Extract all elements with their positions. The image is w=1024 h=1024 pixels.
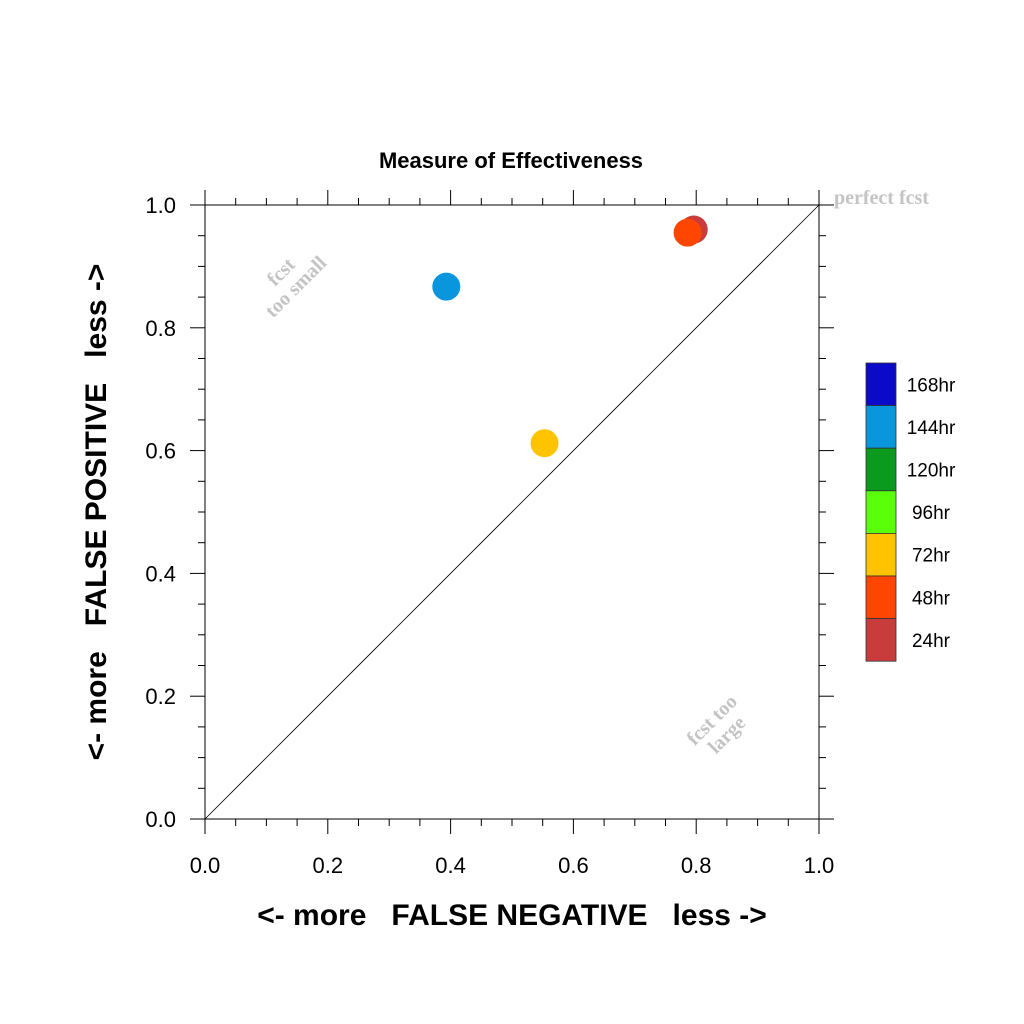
y-tick-label: 1.0: [145, 193, 176, 218]
legend-label-48hr: 48hr: [912, 588, 951, 609]
legend-label-24hr: 24hr: [912, 631, 951, 652]
y-tick-label: 0.6: [145, 439, 176, 464]
legend-swatch-120hr: [865, 447, 897, 492]
legend-label-72hr: 72hr: [912, 546, 951, 567]
y-tick-label: 0.8: [145, 316, 176, 341]
x-tick-label: 0.4: [435, 853, 466, 878]
annotation-small-line2: too small: [261, 252, 331, 322]
legend-swatch-48hr: [865, 575, 897, 619]
annotation-fcst-too-large: fcst too large: [683, 691, 751, 759]
x-tick-label: 0.2: [313, 853, 344, 878]
legend-swatch-24hr: [865, 618, 897, 662]
legend-label-144hr: 144hr: [907, 418, 956, 439]
legend-swatch-168hr: [865, 362, 897, 406]
legend-swatch-72hr: [865, 533, 897, 577]
legend-label-96hr: 96hr: [912, 503, 951, 524]
y-tick-label: 0.2: [145, 684, 176, 709]
x-axis-title: <- more FALSE NEGATIVE less ->: [257, 899, 767, 932]
data-points: [432, 215, 708, 458]
y-tick-labels: 0.0 0.2 0.4 0.6 0.8 1.0: [145, 193, 176, 832]
x-tick-label: 0.0: [190, 853, 221, 878]
y-tick-label: 0.4: [145, 561, 176, 586]
annotation-perfect-fcst: perfect fcst: [834, 187, 929, 209]
x-tick-label: 0.6: [558, 853, 589, 878]
legend: 168hr 144hr 120hr 96hr 72hr 48hr 24hr: [865, 362, 956, 662]
chart-title: Measure of Effectiveness: [379, 148, 643, 173]
x-tick-labels: 0.0 0.2 0.4 0.6 0.8 1.0: [190, 853, 835, 878]
x-tick-label: 1.0: [804, 853, 835, 878]
annotation-fcst-too-small: fcst too small: [261, 252, 331, 322]
legend-swatch-144hr: [865, 405, 897, 449]
legend-label-120hr: 120hr: [907, 461, 956, 482]
y-tick-label: 0.0: [145, 807, 176, 832]
x-tick-label: 0.8: [681, 853, 712, 878]
y-axis-title: <- more FALSE POSITIVE less ->: [80, 264, 113, 761]
data-point-144hr: [432, 272, 461, 301]
data-point-48hr: [673, 218, 702, 247]
legend-label-168hr: 168hr: [907, 375, 956, 396]
diagonal-line: [204, 204, 820, 820]
axis-ticks: [190, 190, 834, 834]
legend-swatch-96hr: [865, 490, 897, 534]
data-point-72hr: [530, 429, 559, 458]
